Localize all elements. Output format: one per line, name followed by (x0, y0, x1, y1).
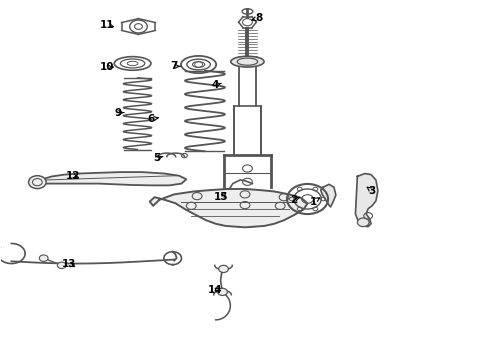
Text: 8: 8 (255, 13, 262, 23)
Text: 3: 3 (368, 186, 376, 196)
Polygon shape (355, 174, 378, 226)
Text: 15: 15 (214, 192, 229, 202)
Text: 6: 6 (147, 114, 155, 124)
Text: 10: 10 (100, 62, 115, 72)
Circle shape (39, 255, 48, 261)
Polygon shape (150, 189, 308, 227)
Text: 13: 13 (62, 259, 76, 269)
Text: 4: 4 (212, 80, 220, 90)
Text: 1: 1 (310, 197, 317, 207)
Text: 12: 12 (66, 171, 80, 181)
Circle shape (219, 265, 228, 273)
Circle shape (218, 288, 227, 296)
Text: 11: 11 (100, 20, 115, 30)
Text: 2: 2 (290, 195, 297, 205)
Circle shape (57, 262, 66, 269)
Text: 5: 5 (153, 153, 161, 163)
Text: 9: 9 (114, 108, 122, 118)
Polygon shape (321, 184, 336, 207)
Circle shape (357, 218, 369, 226)
Ellipse shape (231, 56, 264, 67)
Text: 14: 14 (207, 285, 222, 296)
Polygon shape (34, 172, 186, 185)
Circle shape (28, 176, 46, 189)
Text: 7: 7 (171, 61, 178, 71)
